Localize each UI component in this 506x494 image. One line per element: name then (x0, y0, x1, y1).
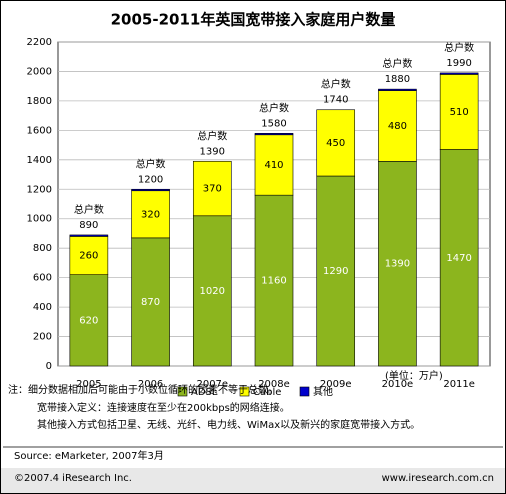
x-tick-label: 2006 (138, 379, 163, 390)
unit: (单位：万户) (385, 369, 443, 382)
y-tick-label: 2000 (27, 66, 52, 77)
y-tick-label: 600 (33, 273, 52, 284)
legend-label: ADSL (191, 387, 218, 398)
x-tick-label: 2008e (258, 379, 290, 390)
bar-segment (378, 90, 417, 162)
value-label: 510 (450, 107, 469, 118)
bar-segment (254, 134, 294, 196)
y-tick-label: 1000 (27, 214, 52, 225)
bar-segment (439, 74, 479, 150)
total-label: 890 (79, 220, 98, 231)
bar-segment (131, 237, 170, 367)
legend-swatch (239, 386, 250, 397)
legend-label: Cable (253, 387, 281, 398)
value-label: 480 (388, 121, 407, 132)
y-tick-label: 800 (33, 243, 52, 254)
y-tick-label: 1400 (27, 155, 52, 166)
value-label: 1470 (446, 253, 471, 264)
legend-swatch (177, 386, 188, 397)
total-caption: 总户数 (444, 41, 474, 54)
x-tick-label: 2005 (76, 379, 101, 390)
bar-segment (316, 175, 356, 367)
note: 宽带接入定义：连接速度在至少在200kbps的网络连接。 (37, 401, 290, 414)
total-caption: 总户数 (197, 129, 227, 142)
value-label: 620 (79, 315, 98, 326)
x-tick-label: 2009e (320, 379, 352, 390)
total-label: 1580 (261, 118, 286, 129)
total-label: 1740 (323, 95, 348, 106)
value-label: 1390 (385, 259, 410, 270)
bar-segment (69, 274, 109, 367)
value-label: 260 (79, 251, 98, 262)
y-tick-label: 0 (46, 361, 52, 372)
value-label: 870 (141, 297, 160, 308)
bar-segment (254, 194, 294, 367)
value-label: 320 (141, 209, 160, 220)
total-caption: 总户数 (382, 57, 412, 70)
x-tick-label: 2007e (196, 379, 228, 390)
value-label: 1020 (200, 286, 225, 297)
bar-segment (439, 149, 479, 367)
bar-segment (131, 190, 170, 239)
total-label: 1200 (138, 174, 163, 185)
total-caption: 总户数 (321, 78, 351, 91)
note: 注：细分数据相加后可能由于小数位循环的因素不等于总数。 (8, 383, 278, 396)
bar-segment (192, 160, 232, 217)
y-tick-label: 1200 (27, 184, 52, 195)
y-tick-label: 1800 (27, 96, 52, 107)
source: Source: eMarketer, 2007年3月 (14, 449, 164, 462)
x-tick-label: 2010e (382, 379, 414, 390)
bar-segment (69, 234, 109, 237)
value-label: 1160 (261, 276, 286, 287)
bar-segment (378, 88, 417, 91)
value-label: 450 (326, 138, 345, 149)
chart-title: 2005-2011年英国宽带接入家庭用户数量 (111, 11, 396, 29)
y-tick-label: 1600 (27, 125, 52, 136)
total-caption: 总户数 (74, 203, 104, 216)
total-caption: 总户数 (136, 157, 166, 170)
bar-segment (378, 160, 417, 367)
bar-segment (69, 236, 109, 275)
y-tick-label: 2200 (27, 37, 52, 48)
bar-segment (254, 133, 294, 136)
total-caption: 总户数 (259, 101, 289, 114)
y-tick-label: 400 (33, 302, 52, 313)
x-tick-label: 2011e (443, 379, 475, 390)
website: www.iresearch.com.cn (382, 473, 494, 484)
bar-segment (439, 72, 479, 75)
total-label: 1880 (385, 74, 410, 85)
total-label: 1390 (200, 146, 225, 157)
bar-segment (131, 188, 170, 192)
legend-label: 其他 (313, 385, 333, 398)
value-label: 410 (264, 160, 283, 171)
footer-band (1, 468, 505, 493)
total-label: 1990 (446, 58, 471, 69)
value-label: 1290 (323, 266, 348, 277)
bar-segment (192, 215, 232, 367)
legend-swatch (299, 386, 310, 397)
bar-segment (316, 109, 356, 177)
note: 其他接入方式包括卫星、无线、光纤、电力线、WiMax以及新兴的家庭宽带接入方式。 (37, 418, 420, 431)
copyright: ©2007.4 iResearch Inc. (14, 473, 132, 484)
value-label: 370 (203, 184, 222, 195)
y-tick-label: 200 (33, 332, 52, 343)
